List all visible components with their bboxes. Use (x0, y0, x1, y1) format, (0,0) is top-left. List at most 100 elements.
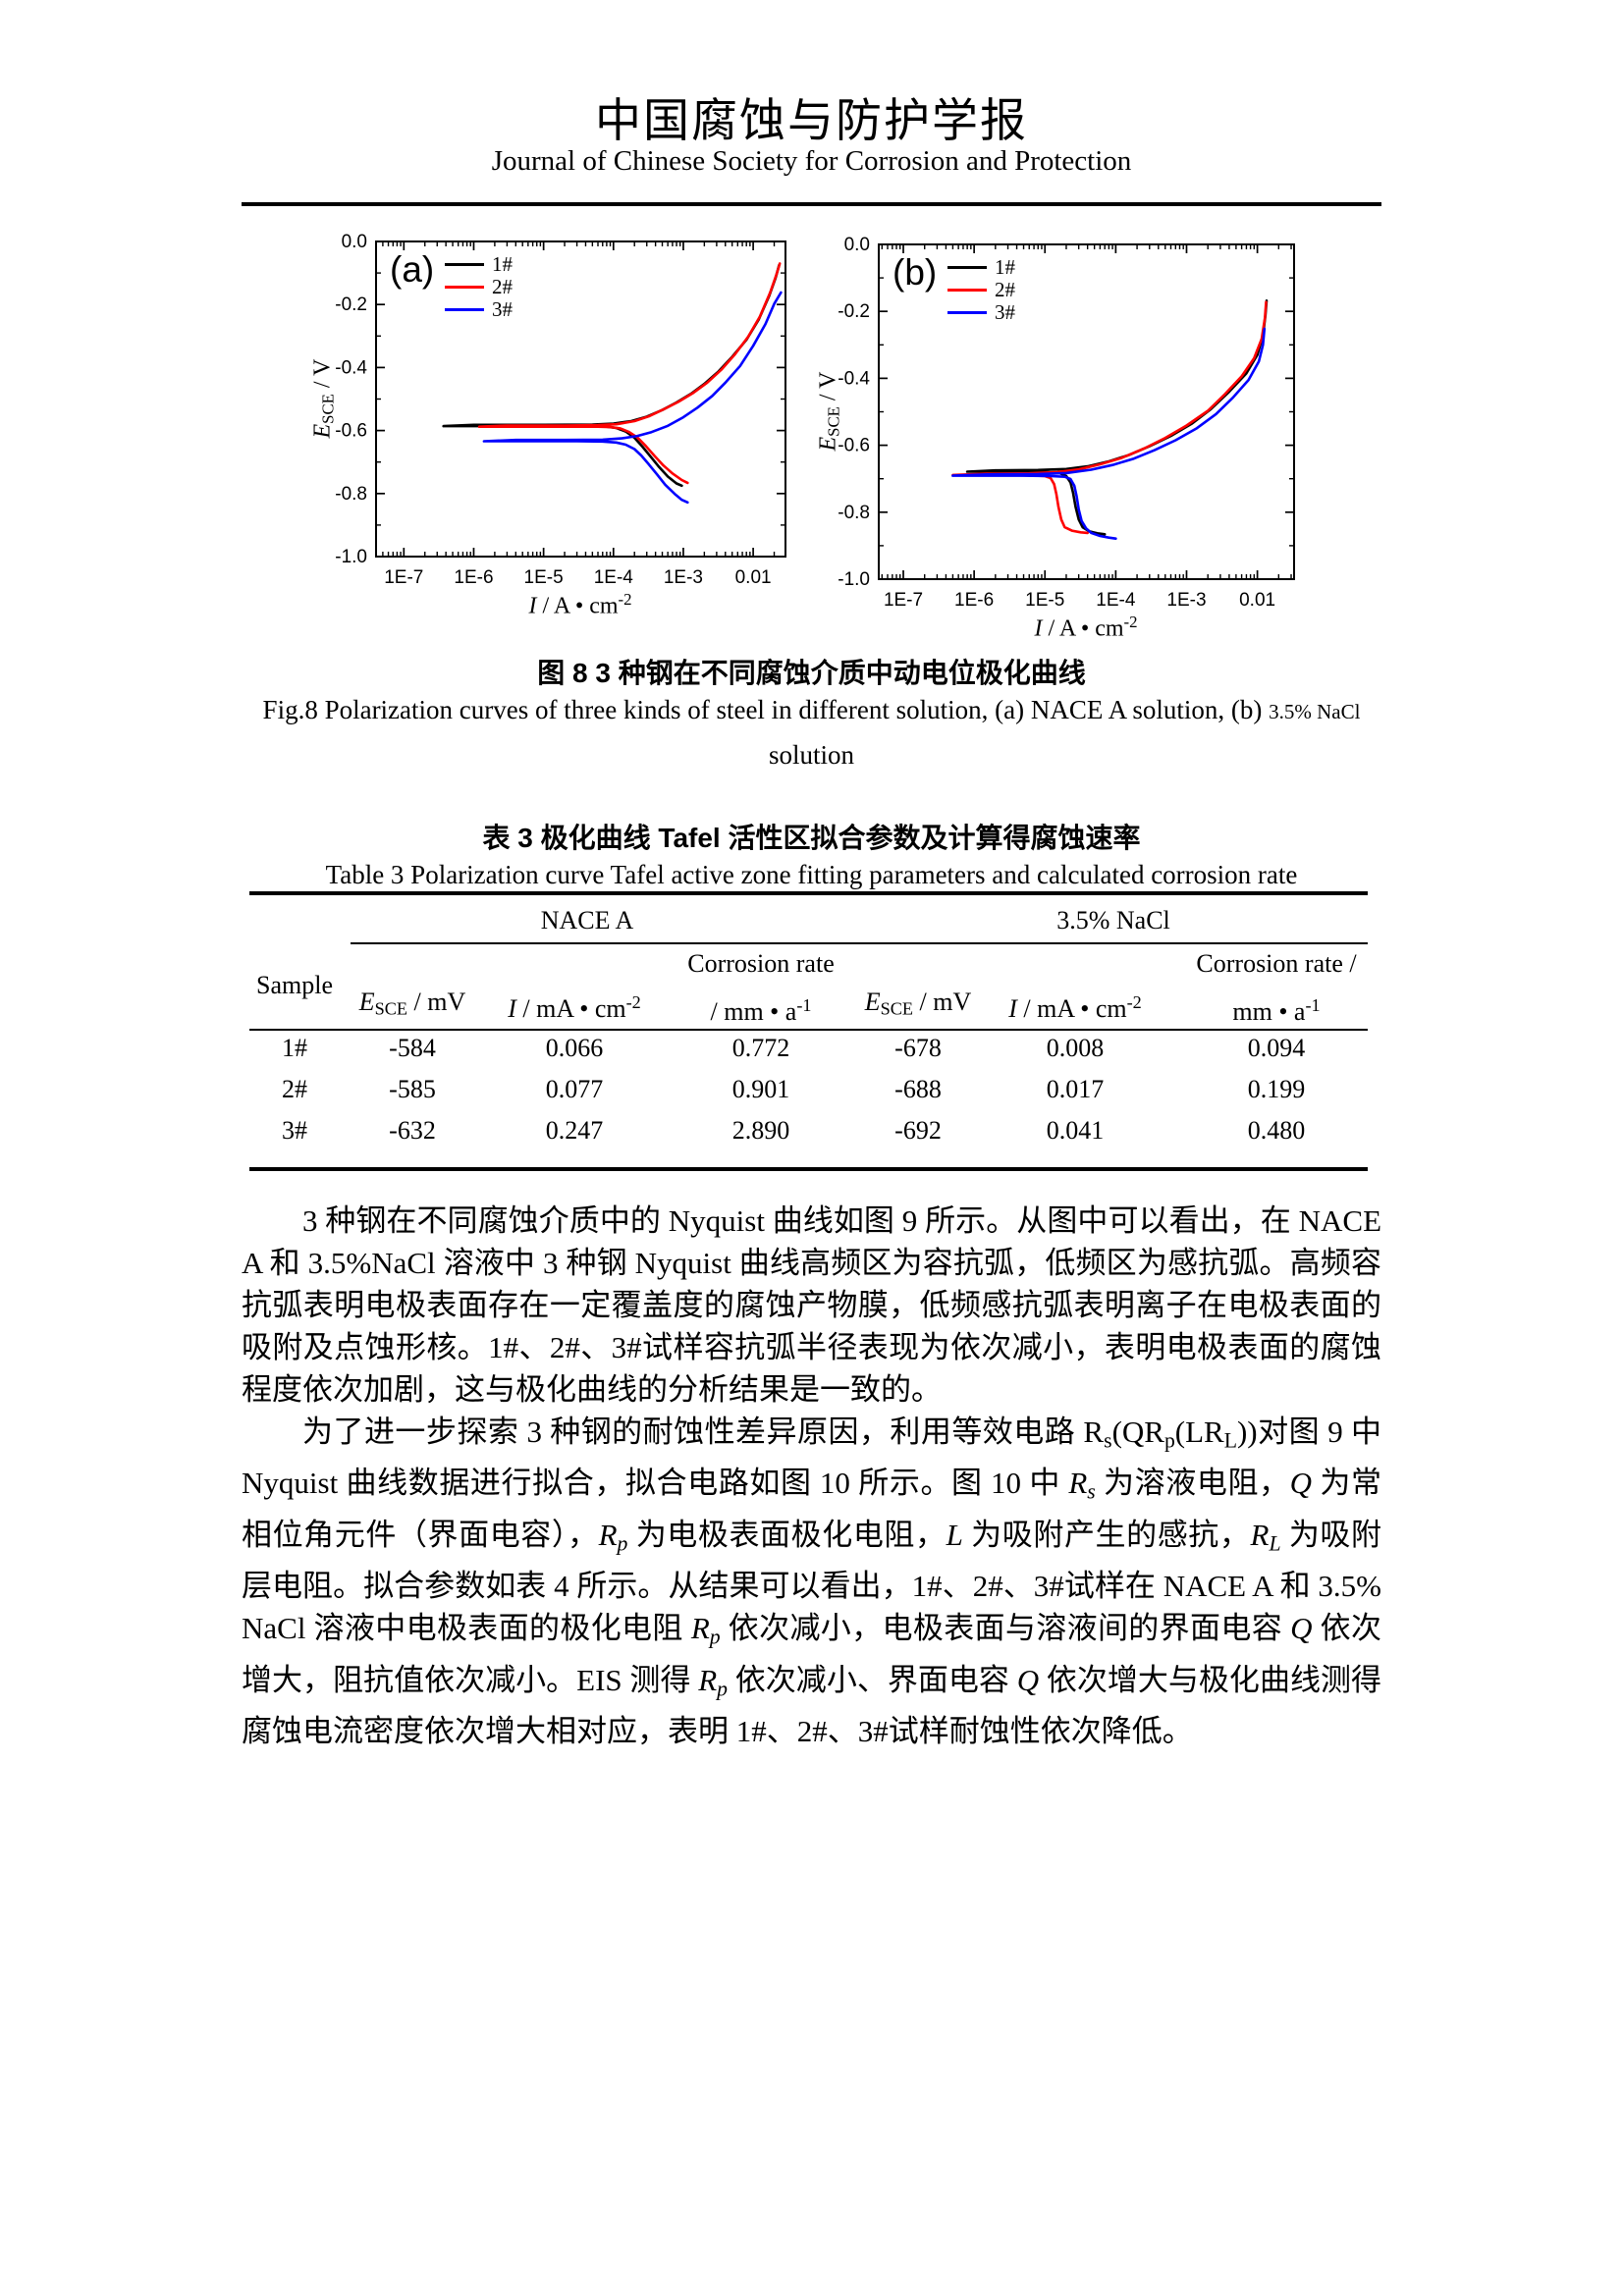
col-header-current-nacea: I / mA • cm-2 (508, 986, 640, 1026)
legend-label: 2# (995, 278, 1015, 301)
table-cell: -632 (389, 1116, 436, 1145)
x-tick-label: 1E-6 (454, 567, 493, 588)
esce-unit: / mV (407, 988, 466, 1016)
legend-a: 1# 2# 3# (445, 252, 513, 321)
table-cell: 0.901 (731, 1075, 790, 1103)
text-segment: 为吸附产生的感抗， (962, 1517, 1251, 1552)
figure-caption-en: Fig.8 Polarization curves of three kinds… (0, 695, 1623, 725)
text-segment: R (1250, 1517, 1270, 1552)
y-tick-label: -1.0 (335, 547, 367, 567)
table-row-sample: 3# (282, 1116, 307, 1145)
ylabel-unit-b: / V (815, 371, 841, 407)
table-rule-bottom (249, 1167, 1368, 1171)
current-unit: / mA • cm (515, 994, 626, 1024)
legend-line-swatch (445, 308, 484, 311)
y-tick-label: -0.6 (335, 421, 367, 442)
header-rule (242, 202, 1381, 206)
col-header-sample: Sample (256, 971, 333, 999)
y-tick-label: -0.8 (838, 503, 870, 523)
esce-subscript: SCE (880, 998, 914, 1019)
corrosion-unit: mm • a (1232, 997, 1306, 1027)
x-tick-label: 0.01 (735, 567, 772, 588)
text-segment: R (598, 1517, 618, 1552)
x-tick-label: 1E-6 (954, 590, 994, 611)
text-segment: p (717, 1677, 729, 1701)
legend-line-swatch (947, 289, 987, 292)
table-cell: 2.890 (731, 1116, 790, 1145)
xlabel-exponent-a: -2 (618, 590, 632, 609)
text-segment: 依次增大与极化曲线测得腐蚀电流密度依次增大相对应，表明 1#、2#、3#试样耐蚀… (242, 1662, 1381, 1749)
y-tick-label: -1.0 (838, 569, 870, 590)
curve-2# (951, 300, 1268, 535)
text-segment: p (709, 1625, 721, 1649)
table-row-sample: 2# (282, 1075, 307, 1103)
table-cell: -678 (894, 1034, 942, 1062)
text-segment: 依次减小、界面电容 (728, 1662, 1017, 1697)
table-cell: -585 (389, 1075, 436, 1103)
y-tick-label: -0.4 (838, 368, 870, 389)
paragraph-1: 3 种钢在不同腐蚀介质中的 Nyquist 曲线如图 9 所示。从图中可以看出，… (242, 1200, 1381, 1411)
text-segment: L (946, 1517, 963, 1552)
ylabel-symbol-b: E (815, 436, 841, 452)
legend-label: 3# (492, 297, 513, 321)
curve-3# (951, 327, 1267, 541)
polarization-chart-b: 1E-7 1E-6 1E-5 1E-4 1E-3 0.01 0.0 -0.2 -0.4 -0.6 -… (800, 233, 1336, 645)
paragraph-2: 为了进一步探索 3 种钢的耐蚀性差异原因，利用等效电路 Rs(QRp(LRL))… (242, 1411, 1381, 1752)
table-rule-groups (351, 942, 1368, 944)
table-cell: 0.480 (1247, 1116, 1306, 1145)
table-title-zh: 表 3 极化曲线 Tafel 活性区拟合参数及计算得腐蚀速率 (482, 823, 1141, 853)
curve-3# (482, 291, 783, 505)
text-segment: 依次减小，电极表面与溶液间的界面电容 (720, 1611, 1291, 1646)
parameters-table: NACE A 3.5% NaCl Sample ESCE / mV I / mA… (249, 891, 1368, 1176)
table-cell: -584 (389, 1034, 436, 1062)
esce-subscript: SCE (374, 998, 408, 1019)
legend-label: 3# (995, 300, 1015, 324)
x-tick-label: 1E-5 (524, 567, 564, 588)
x-axis-label-b: I / A • cm-2 (1034, 613, 1137, 642)
table-cell: 0.017 (1046, 1075, 1105, 1103)
text-segment: 为溶液电阻， (1095, 1466, 1290, 1501)
current-unit: / mA • cm (1016, 994, 1127, 1024)
table-cell: 0.041 (1046, 1116, 1105, 1145)
polarization-chart-a: 1E-7 1E-6 1E-5 1E-4 1E-3 0.01 0.0 -0.2 -0.4 -0.6 -… (298, 230, 828, 622)
x-axis-label-a: I / A • cm-2 (528, 590, 631, 619)
table-row-sample: 1# (282, 1034, 307, 1062)
xlabel-symbol-b: I (1034, 615, 1043, 642)
esce-symbol: E (864, 988, 881, 1016)
col-header-corrosion-nacl-line2: mm • a-1 (1232, 988, 1320, 1029)
text-segment: 为吸附层电阻。拟合参数如表 4 所示。从结果可以看出，1#、2#、3#试样在 N… (242, 1517, 1382, 1646)
table-group-header-nacea: NACE A (540, 906, 634, 934)
col-header-current-nacl: I / mA • cm-2 (1008, 986, 1141, 1026)
table-cell: 0.772 (731, 1034, 790, 1062)
xlabel-unit-b: / A • cm (1042, 615, 1124, 642)
col-header-esce-nacea: ESCE / mV (359, 986, 465, 1026)
current-exponent: -2 (625, 992, 641, 1012)
figure-caption-en-line2: solution (768, 740, 854, 770)
table-group-header-nacl: 3.5% NaCl (1056, 906, 1170, 934)
table-title-en: Table 3 Polarization curve Tafel active … (325, 860, 1298, 889)
y-axis-label-b: ESCE / V (815, 371, 843, 451)
text-segment: Q (1016, 1662, 1040, 1697)
text-segment: ))对图 9 中 Nyquist 曲线数据进行拟合，拟合电路如图 10 所示。图… (242, 1415, 1381, 1501)
text-segment: (LR (1174, 1415, 1224, 1449)
table-cell: 0.247 (545, 1116, 604, 1145)
legend-label: 1# (995, 255, 1015, 279)
legend-label: 1# (492, 252, 513, 276)
legend-b: 1# 2# 3# (947, 255, 1015, 324)
text-segment: 为了进一步探索 3 种钢的耐蚀性差异原因，利用等效电路 R (302, 1415, 1105, 1449)
y-tick-label: -0.2 (335, 294, 367, 315)
table-cell: 0.199 (1247, 1075, 1306, 1103)
chart-b-plot: 1E-7 1E-6 1E-5 1E-4 1E-3 0.01 0.0 -0.2 -0.4 -0.6 -… (838, 235, 1295, 611)
legend-line-swatch (445, 263, 484, 266)
y-tick-label: -0.6 (838, 436, 870, 456)
text-segment: (QR (1111, 1415, 1164, 1449)
chart-a-plot: 1E-7 1E-6 1E-5 1E-4 1E-3 0.01 0.0 -0.2 -0.4 -0.6 -… (335, 232, 786, 588)
esce-unit: / mV (913, 988, 972, 1016)
legend-item-1#: 1# (947, 255, 1015, 279)
current-exponent: -2 (1126, 992, 1142, 1012)
ylabel-subscript-b: SCE (824, 406, 843, 437)
legend-item-3#: 3# (445, 297, 513, 321)
text-segment: 为常相位角元件（界面电容）， (242, 1466, 1382, 1552)
table-cell: 0.094 (1247, 1034, 1306, 1062)
col-header-esce-nacl: ESCE / mV (865, 986, 971, 1026)
